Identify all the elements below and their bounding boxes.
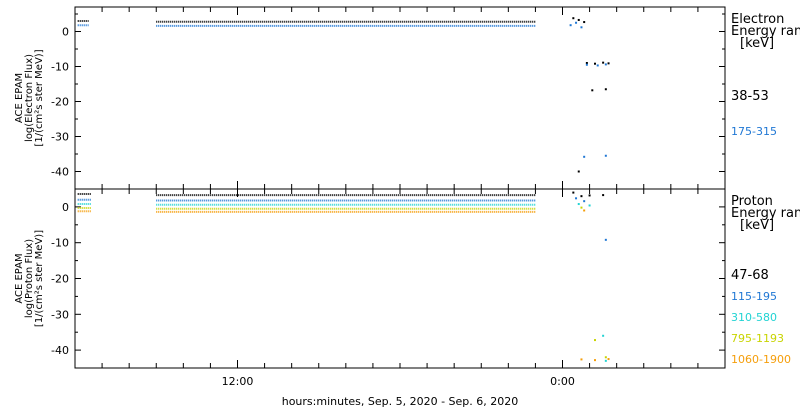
y-tick-label: -20 <box>51 273 69 286</box>
y-axis-title-line: log(Electron Flux) <box>24 54 35 142</box>
legend-entry: 38-53 <box>731 89 769 104</box>
proton-panel: 0 -10 -20 -30 -40 ACE EPAMlog(Proton Flux)[1/… <box>14 188 800 369</box>
data-point <box>602 194 605 197</box>
data-point <box>572 191 575 194</box>
data-point <box>604 356 607 359</box>
y-axis-title-line: log(Proton Flux) <box>24 239 35 318</box>
data-point <box>604 359 607 362</box>
legend-entry: 795-1193 <box>731 332 784 345</box>
electron-plot-frame <box>74 6 726 190</box>
y-tick-label: -40 <box>51 166 69 179</box>
legend-entry: 1060-1900 <box>731 353 791 366</box>
electron-y-axis-title: ACE EPAMlog(Electron Flux)[1/(cm²s ster … <box>14 49 45 146</box>
y-axis-title-line: [1/(cm²s ster MeV)] <box>34 49 45 146</box>
data-point <box>604 154 607 157</box>
electron-legend-title: Energy ran <box>731 24 800 39</box>
data-point <box>604 88 607 91</box>
data-point <box>594 359 596 362</box>
data-point <box>604 238 607 241</box>
proton-legend-title: Energy ran <box>731 206 800 221</box>
data-point <box>585 62 588 64</box>
series-47-68 <box>77 191 605 198</box>
data-point <box>580 195 583 198</box>
series-310-580 <box>77 203 607 362</box>
proton-legend-title: Proton <box>731 194 773 209</box>
y-tick-label: -10 <box>51 61 69 74</box>
data-point <box>577 203 580 206</box>
data-point <box>580 206 583 209</box>
data-point <box>580 358 583 361</box>
series-1060-1900 <box>77 209 610 362</box>
series-795-1193 <box>77 206 607 359</box>
data-point <box>588 194 591 197</box>
data-point <box>594 339 596 342</box>
data-point <box>585 63 588 66</box>
x-axis-title: hours:minutes, Sep. 5, 2020 - Sep. 6, 20… <box>282 395 519 408</box>
data-point <box>569 24 572 27</box>
y-axis-title-line: ACE EPAM <box>14 73 25 123</box>
y-tick-label: -30 <box>51 308 69 321</box>
legend-entry: 115-195 <box>731 290 777 303</box>
data-point <box>580 26 583 29</box>
y-tick-label: -30 <box>51 131 69 144</box>
series-175-315 <box>77 21 607 158</box>
data-point <box>591 89 594 92</box>
data-point <box>607 358 610 361</box>
y-tick-label: -40 <box>51 344 69 357</box>
legend-entry: 310-580 <box>731 311 777 324</box>
y-axis-title-line: [1/(cm²s ster MeV)] <box>34 230 45 327</box>
data-point <box>602 61 605 64</box>
electron-legend-title: Electron <box>731 12 784 27</box>
data-point <box>577 18 580 21</box>
proton-legend-title: [keV] <box>740 218 774 233</box>
y-tick-label: -20 <box>51 96 69 109</box>
data-point <box>602 334 605 337</box>
data-point <box>596 64 599 67</box>
data-point <box>583 21 586 24</box>
data-point <box>588 204 591 207</box>
y-tick-label: 0 <box>62 201 69 214</box>
legend-entry: 47-68 <box>731 268 769 283</box>
x-tick-label: 12:00 <box>222 375 254 388</box>
y-tick-label: -10 <box>51 237 69 250</box>
data-point <box>604 63 607 66</box>
proton-plot-frame <box>74 188 726 369</box>
data-point <box>594 62 596 65</box>
data-point <box>607 62 610 65</box>
data-point <box>575 197 578 200</box>
legend-entry: 175-315 <box>731 125 777 138</box>
y-axis-title-line: ACE EPAM <box>14 253 25 303</box>
x-tick-label: 0:00 <box>550 375 575 388</box>
data-point <box>575 21 578 24</box>
data-point <box>572 17 575 20</box>
data-point <box>577 170 580 173</box>
data-point <box>583 200 586 203</box>
series-115-195 <box>77 197 607 241</box>
data-point <box>583 155 586 158</box>
data-point <box>583 209 586 212</box>
electron-legend-title: [keV] <box>740 36 774 51</box>
series-38-53 <box>77 17 610 173</box>
y-tick-label: 0 <box>62 26 69 39</box>
proton-y-axis-title: ACE EPAMlog(Proton Flux)[1/(cm²s ster Me… <box>14 230 45 327</box>
